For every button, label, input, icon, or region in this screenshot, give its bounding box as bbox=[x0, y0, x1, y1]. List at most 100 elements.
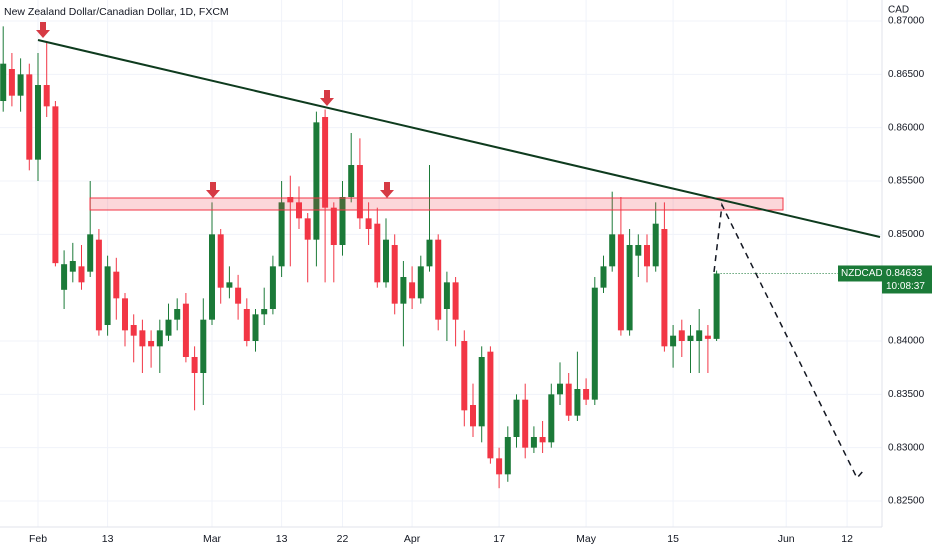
candle-body bbox=[661, 229, 668, 347]
candle-body bbox=[287, 197, 294, 203]
arrows bbox=[36, 22, 394, 198]
candle-body bbox=[61, 264, 68, 290]
price-box bbox=[882, 265, 932, 294]
candle-body bbox=[391, 245, 398, 304]
time-axis bbox=[0, 527, 932, 550]
down-arrow bbox=[36, 22, 50, 38]
candle-body bbox=[635, 245, 642, 256]
candle-body bbox=[174, 309, 181, 320]
candle-body bbox=[400, 277, 407, 304]
candle-body bbox=[617, 234, 624, 331]
candle-body bbox=[26, 74, 33, 160]
timer-label: 10:08:37 bbox=[886, 281, 925, 292]
candle-body bbox=[383, 239, 389, 283]
candle-body bbox=[104, 266, 111, 326]
candle-body bbox=[652, 223, 659, 267]
x-tick-label: 13 bbox=[276, 533, 288, 545]
candle-body bbox=[148, 341, 155, 347]
y-tick-label: 0.85500 bbox=[888, 176, 925, 187]
candle-body bbox=[209, 234, 215, 320]
y-tick-label: 0.86500 bbox=[888, 69, 925, 80]
chart-title: New Zealand Dollar/Canadian Dollar, 1D, … bbox=[4, 6, 229, 18]
candle-body bbox=[348, 165, 355, 198]
candle-body bbox=[252, 314, 259, 342]
candle-body bbox=[591, 287, 598, 400]
candle-body bbox=[78, 266, 85, 283]
y-tick-label: 0.84000 bbox=[888, 336, 925, 347]
candle-body bbox=[182, 303, 189, 358]
candle-body bbox=[504, 437, 511, 475]
candle-body bbox=[435, 239, 442, 320]
x-tick-label: Jun bbox=[778, 533, 795, 545]
candle-body bbox=[670, 335, 677, 347]
x-tick-label: Apr bbox=[404, 533, 421, 545]
y-tick-label: 0.82500 bbox=[888, 496, 925, 507]
x-tick-label: 13 bbox=[102, 533, 114, 545]
candle-body bbox=[513, 399, 520, 438]
x-tick-label: May bbox=[576, 533, 597, 545]
candle-body bbox=[122, 298, 128, 331]
candle-body bbox=[461, 341, 468, 411]
symbol-box bbox=[838, 265, 882, 282]
down-arrow bbox=[320, 90, 334, 106]
candle-body bbox=[35, 85, 41, 160]
candle-body bbox=[304, 218, 311, 240]
candle-body bbox=[217, 234, 224, 288]
candle-body bbox=[530, 437, 537, 448]
candle-body bbox=[95, 239, 102, 331]
candle-body bbox=[478, 357, 485, 427]
candle-body bbox=[704, 335, 711, 339]
candle-body bbox=[609, 234, 616, 267]
x-tick-label: 22 bbox=[337, 533, 349, 545]
candle-body bbox=[43, 85, 50, 107]
candle-body bbox=[269, 266, 276, 310]
candle-body bbox=[165, 319, 172, 336]
candle-body bbox=[374, 223, 381, 283]
candle-body bbox=[557, 383, 563, 395]
candle-body bbox=[52, 106, 59, 264]
candle-body bbox=[278, 202, 285, 267]
candle-body bbox=[69, 261, 76, 272]
y-tick-label: 0.87000 bbox=[888, 16, 925, 27]
candle-body bbox=[496, 458, 503, 475]
candle-body bbox=[243, 309, 250, 342]
candle-body bbox=[17, 74, 24, 96]
candle-body bbox=[8, 69, 15, 96]
candle-body bbox=[678, 330, 685, 342]
candle-body bbox=[548, 394, 555, 443]
candle-body bbox=[600, 266, 607, 288]
drawings bbox=[36, 22, 881, 480]
candle-body bbox=[130, 325, 137, 336]
last-price-label: NZDCAD 0.84633 10:08:37 bbox=[720, 265, 932, 294]
candle-body bbox=[626, 245, 633, 331]
candle-body bbox=[156, 330, 163, 347]
candle-body bbox=[261, 309, 268, 315]
currency-label: CAD bbox=[888, 5, 909, 16]
candle-body bbox=[644, 245, 650, 267]
candle-body bbox=[574, 389, 581, 416]
candle-body bbox=[0, 63, 7, 102]
y-tick-label: 0.83500 bbox=[888, 389, 925, 400]
axis-labels: 0.87000 0.86500 0.86000 0.85500 0.85000 0.840… bbox=[29, 16, 925, 545]
candle-body bbox=[452, 282, 459, 320]
candle-body bbox=[583, 389, 590, 400]
x-tick-label: Mar bbox=[203, 533, 222, 545]
candles bbox=[0, 26, 720, 489]
y-tick-label: 0.85000 bbox=[888, 229, 925, 240]
candle-body bbox=[322, 117, 329, 208]
candle-body bbox=[522, 399, 529, 448]
candle-body bbox=[313, 122, 320, 240]
candle-body bbox=[235, 287, 242, 304]
y-tick-label: 0.83000 bbox=[888, 442, 925, 453]
down-arrow bbox=[206, 182, 220, 198]
candle-body bbox=[487, 351, 494, 459]
candle-body bbox=[409, 282, 416, 299]
candle-body bbox=[539, 437, 546, 443]
symbol-label: NZDCAD bbox=[841, 268, 883, 279]
x-tick-label: Feb bbox=[29, 533, 47, 545]
projection-path bbox=[713, 202, 865, 480]
candle-body bbox=[417, 266, 424, 299]
x-tick-label: 12 bbox=[841, 533, 853, 545]
